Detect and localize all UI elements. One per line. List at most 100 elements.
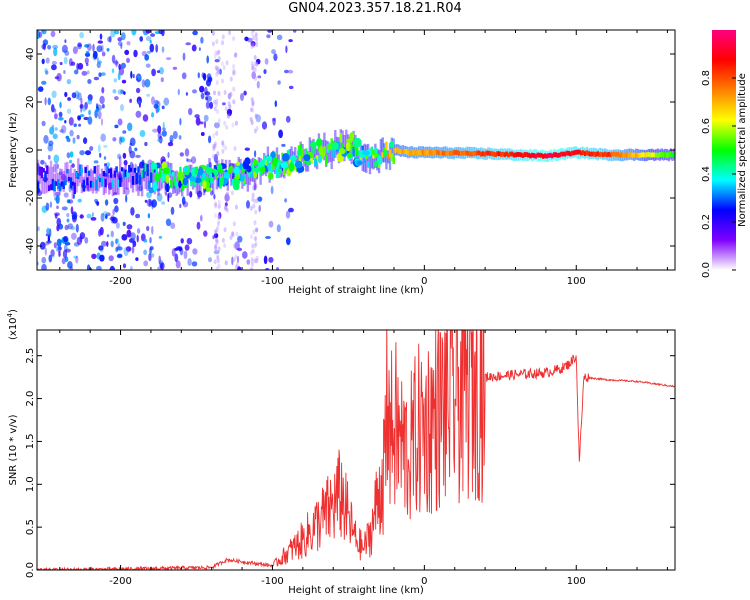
ridge-cell: [560, 151, 563, 157]
ridge-cell: [131, 176, 135, 185]
noise-speckle: [56, 163, 60, 169]
x-tick-label: -200: [109, 276, 132, 287]
noise-speckle: [123, 159, 128, 166]
ridge-cell: [510, 151, 514, 157]
noise-band-speckle: [213, 143, 217, 149]
noise-speckle: [286, 237, 291, 246]
ridge-cell: [408, 150, 412, 156]
noise-speckle: [213, 193, 216, 200]
ridge-cell: [91, 181, 95, 188]
ridge-cell: [312, 142, 315, 154]
noise-speckle: [151, 112, 155, 118]
ridge-cell: [109, 168, 113, 178]
noise-band-speckle: [216, 255, 220, 260]
noise-speckle: [153, 103, 158, 109]
ridge-cell: [68, 176, 71, 182]
noise-speckle: [53, 242, 57, 249]
noise-band-speckle: [227, 195, 230, 201]
ridge-halo: [170, 163, 173, 188]
ridge-blob: [223, 177, 228, 185]
noise-speckle: [186, 158, 189, 162]
noise-band-speckle: [217, 65, 221, 71]
ridge-halo: [64, 162, 67, 182]
noise-band-speckle: [224, 205, 227, 210]
noise-band-speckle: [213, 90, 216, 96]
noise-speckle: [141, 79, 146, 88]
ridge-cell: [388, 149, 392, 158]
noise-speckle: [244, 147, 250, 151]
noise-speckle: [98, 245, 104, 251]
ridge-cell: [418, 150, 421, 155]
ridge-cell: [108, 168, 111, 174]
noise-speckle: [66, 152, 71, 159]
noise-speckle: [149, 237, 152, 244]
noise-speckle: [79, 114, 85, 118]
ridge-cell: [82, 179, 85, 192]
noise-speckle: [77, 43, 82, 47]
noise-speckle: [192, 30, 198, 36]
ridge-cell: [130, 167, 133, 172]
ridge-cell: [545, 153, 548, 159]
noise-speckle: [145, 36, 152, 42]
ridge-cell: [640, 152, 643, 158]
noise-band-speckle: [254, 32, 258, 38]
ridge-cell: [654, 152, 658, 158]
ridge-cell: [671, 153, 674, 158]
noise-speckle: [192, 248, 198, 255]
ridge-cell: [583, 151, 587, 157]
ridge-cell: [472, 151, 476, 156]
ridge-cell: [53, 180, 56, 192]
colorbar-tick-label: 0.4: [701, 166, 712, 182]
ridge-blob: [194, 177, 202, 184]
noise-speckle: [107, 36, 111, 42]
noise-speckle: [54, 127, 58, 131]
colorbar-tick-label: 0.0: [701, 262, 712, 278]
noise-band-speckle: [223, 227, 227, 233]
noise-speckle: [123, 91, 126, 95]
noise-speckle: [170, 206, 175, 215]
noise-band-speckle: [217, 220, 221, 226]
noise-speckle: [169, 134, 174, 144]
noise-speckle: [110, 216, 115, 222]
noise-speckle: [206, 55, 209, 64]
noise-speckle: [50, 30, 56, 38]
noise-band-speckle: [229, 76, 233, 82]
ridge-cell: [155, 163, 158, 175]
ridge-cell: [263, 156, 266, 164]
noise-speckle: [78, 123, 82, 127]
ridge-blob: [288, 162, 295, 172]
noise-band-speckle: [227, 101, 231, 107]
ridge-halo: [345, 129, 348, 151]
noise-band-speckle: [235, 231, 239, 237]
noise-speckle: [37, 86, 44, 92]
noise-speckle: [157, 125, 162, 134]
ridge-cell: [64, 180, 67, 186]
noise-band-speckle: [221, 34, 225, 40]
noise-speckle: [183, 250, 188, 260]
noise-speckle: [43, 134, 49, 144]
noise-speckle: [130, 70, 133, 79]
ridge-cell: [75, 171, 78, 178]
noise-band-speckle: [215, 238, 219, 244]
noise-speckle: [172, 130, 178, 140]
noise-speckle: [61, 124, 67, 134]
ridge-cell: [270, 164, 273, 176]
x-tick-label: 0: [421, 576, 427, 587]
noise-speckle: [201, 72, 205, 79]
noise-speckle: [135, 87, 141, 94]
noise-speckle: [38, 31, 43, 38]
noise-band-speckle: [249, 234, 253, 240]
noise-speckle: [127, 122, 133, 132]
noise-speckle: [104, 199, 109, 206]
ridge-halo: [246, 167, 249, 192]
noise-speckle: [273, 53, 278, 61]
ridge-halo: [95, 165, 98, 194]
ridge-blob: [223, 172, 230, 179]
ridge-cell: [563, 151, 567, 157]
noise-speckle: [192, 89, 197, 94]
noise-speckle: [113, 78, 118, 83]
x-tick-label: -100: [261, 276, 284, 287]
noise-band-speckle: [215, 98, 219, 104]
ridge-blob: [228, 167, 233, 174]
noise-band-speckle: [252, 185, 256, 191]
